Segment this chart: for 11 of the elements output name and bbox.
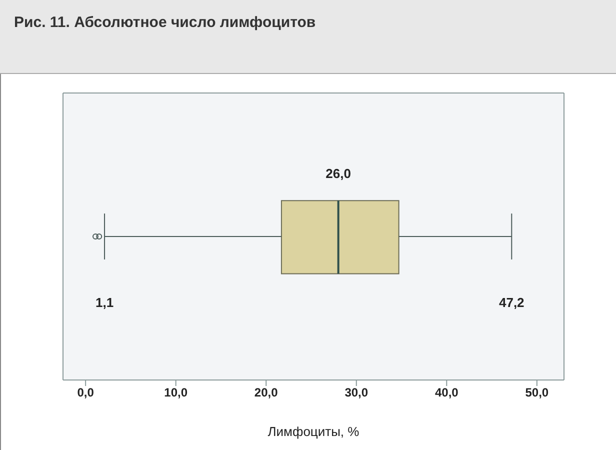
x-tick-label: 0,0 [77, 386, 94, 400]
x-tick-label: 50,0 [525, 386, 549, 400]
x-tick-label: 10,0 [164, 386, 188, 400]
chart-title: Рис. 11. Абсолютное число лимфоцитов [0, 0, 616, 74]
x-tick-label: 30,0 [344, 386, 368, 400]
x-tick-label: 40,0 [434, 386, 459, 400]
x-axis-title: Лимфоциты, % [268, 424, 360, 439]
annotation: 47,2 [498, 295, 524, 310]
annotation: 1,1 [95, 295, 114, 310]
annotation: 26,0 [326, 166, 351, 181]
x-tick-label: 20,0 [254, 386, 278, 400]
